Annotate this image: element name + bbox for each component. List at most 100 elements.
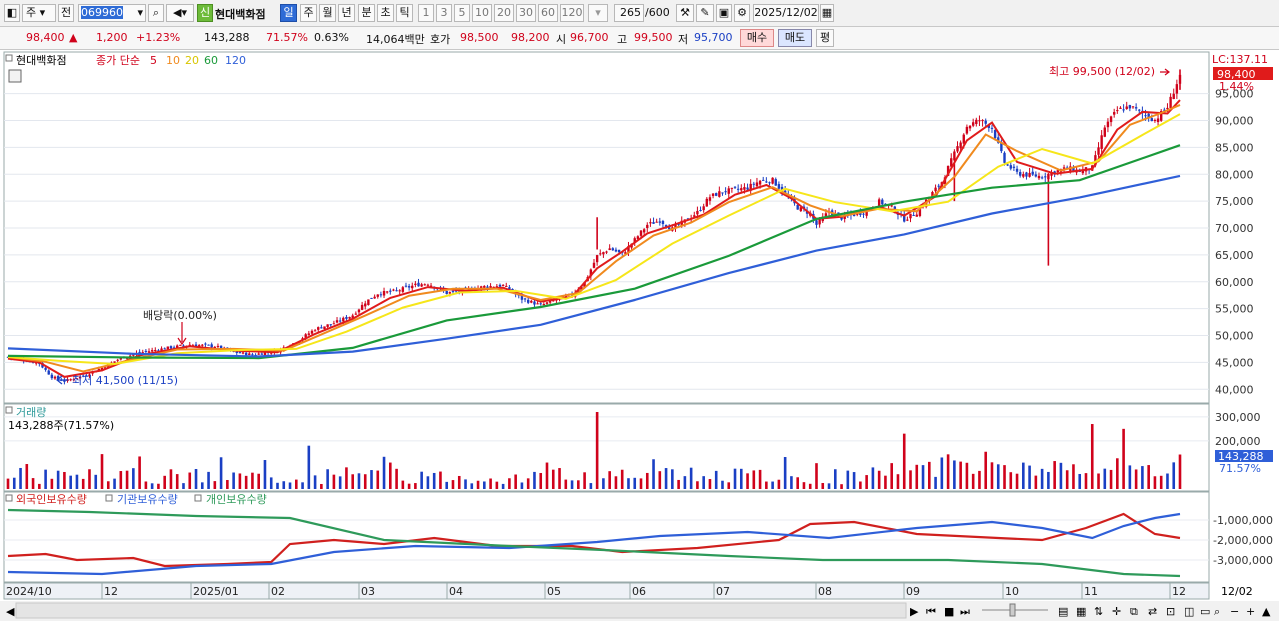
period-month[interactable]: 월 <box>319 4 336 22</box>
scroll-right-icon[interactable]: ▶ <box>910 605 919 618</box>
draw-icon[interactable]: ✎ <box>696 4 714 22</box>
compare-icon[interactable]: ⇄ <box>1148 605 1157 618</box>
period-week[interactable]: 주 <box>300 4 317 22</box>
volume-bar <box>50 478 54 489</box>
x-tick-label: 02 <box>271 585 285 598</box>
tick-1[interactable]: 1 <box>418 4 434 22</box>
zoom-out-icon[interactable]: − <box>1230 605 1239 618</box>
period-minute[interactable]: 분 <box>358 4 375 22</box>
first-icon[interactable]: ⏮ <box>926 605 936 618</box>
search-icon[interactable]: ⌕ <box>148 4 164 22</box>
pin-icon[interactable]: ⊡ <box>1166 605 1175 618</box>
candle-body <box>799 207 803 212</box>
window-menu-icon[interactable]: ◧ <box>4 4 20 22</box>
volume-bar <box>765 481 768 489</box>
volume-bar <box>138 456 141 489</box>
candle-body <box>762 179 765 181</box>
overlay-icon[interactable]: ⧉ <box>1130 605 1138 618</box>
period-year[interactable]: 년 <box>338 4 355 22</box>
candle-body <box>699 210 702 212</box>
calendar-icon[interactable]: ▦ <box>820 4 834 22</box>
tools-icon[interactable]: ⚒ <box>676 4 694 22</box>
stock-code-input[interactable]: 069960 ▾ <box>78 4 146 22</box>
candle-body <box>542 303 546 306</box>
candle-body <box>395 290 398 292</box>
candle-body <box>884 203 887 205</box>
buy-button[interactable]: 매수 <box>740 29 774 47</box>
zoom-handle[interactable] <box>1009 603 1016 617</box>
candle-body <box>1006 164 1009 166</box>
tick-60[interactable]: 60 <box>538 4 558 22</box>
volume-bar <box>583 472 586 489</box>
flow-line-2 <box>7 508 1181 578</box>
candle-body <box>420 284 423 287</box>
tick-10[interactable]: 10 <box>472 4 492 22</box>
tick-5[interactable]: 5 <box>454 4 470 22</box>
period-day[interactable]: 일 <box>280 4 297 22</box>
tick-120[interactable]: 120 <box>560 4 584 22</box>
crosshair-icon[interactable]: ✛ <box>1112 605 1121 618</box>
scale-icon[interactable]: ⇅ <box>1094 605 1103 618</box>
tick-20[interactable]: 20 <box>494 4 514 22</box>
candle-body <box>150 350 154 352</box>
fit-icon[interactable]: ▭ <box>1200 605 1210 618</box>
save-icon[interactable]: ▣ <box>716 4 732 22</box>
candle-body <box>1000 142 1003 152</box>
volume-bar <box>31 478 35 489</box>
zoom-in-icon[interactable]: + <box>1246 605 1255 618</box>
volume-bar <box>890 463 894 489</box>
gear-icon[interactable]: ⚙ <box>734 4 750 22</box>
period-tick[interactable]: 틱 <box>396 4 413 22</box>
layout-icon[interactable]: ▤ <box>1058 605 1068 618</box>
eval-button[interactable]: 평 <box>816 29 834 47</box>
volume-bar <box>815 463 818 489</box>
volume-bar <box>940 457 944 489</box>
candle-body <box>840 215 843 220</box>
candle-body <box>379 294 383 296</box>
sell-button[interactable]: 매도 <box>778 29 812 47</box>
stop-icon[interactable]: ■ <box>944 605 954 618</box>
volume-legend: 거래량 143,288주(71.57%) <box>5 406 114 432</box>
tick-30[interactable]: 30 <box>516 4 536 22</box>
volume-bar <box>746 473 749 489</box>
last-icon[interactable]: ⏭ <box>960 605 970 618</box>
candle-body <box>975 119 978 125</box>
tick-3[interactable]: 3 <box>436 4 452 22</box>
grid-icon[interactable]: ▦ <box>1076 605 1086 618</box>
period-second[interactable]: 초 <box>377 4 394 22</box>
prev-button[interactable]: 전 <box>58 4 74 22</box>
fit-width-icon[interactable]: ▲ <box>1262 605 1271 618</box>
split-icon[interactable]: ◫ <box>1184 605 1194 618</box>
candle-body <box>483 285 486 288</box>
volume-bar <box>1053 461 1056 489</box>
volume-bar <box>1153 476 1157 489</box>
market-select[interactable]: 주 ▾ <box>22 4 56 22</box>
volume-last-tag: 143,288 <box>1218 450 1264 463</box>
candle-body <box>1122 109 1125 111</box>
volume-bar <box>1141 466 1144 489</box>
tick-dropdown[interactable]: ▾ <box>588 4 608 22</box>
price-panel-title: 현대백화점 <box>16 54 67 67</box>
candle-body <box>818 219 821 225</box>
candle-body <box>1134 107 1138 109</box>
candle-body <box>82 375 85 377</box>
speaker-icon[interactable]: ◀▾ <box>166 4 194 22</box>
candle-body <box>693 215 696 217</box>
count-input[interactable]: 265 <box>614 4 644 22</box>
table-icon[interactable] <box>8 69 22 83</box>
zoom-search-icon[interactable]: ⌕ <box>1214 605 1220 618</box>
candle-body <box>1166 107 1169 110</box>
candle-body <box>263 352 267 356</box>
date-input[interactable]: 2025/12/02 <box>753 4 819 22</box>
candle-body <box>498 284 502 287</box>
scrollbar-track[interactable] <box>15 602 907 619</box>
candle-body <box>414 283 417 285</box>
x-tick-label: 10 <box>1005 585 1019 598</box>
candle-body <box>1097 147 1100 155</box>
scroll-left-icon[interactable]: ◀ <box>6 605 15 618</box>
volume-current: 143,288주(71.57%) <box>8 419 114 432</box>
low-label: 저 <box>678 33 689 46</box>
candle-body <box>1116 110 1119 112</box>
candle-body <box>373 296 376 299</box>
stock-chart: 40,000 45,000 50,000 55,000 60,000 65,000 70,0… <box>0 50 1279 621</box>
